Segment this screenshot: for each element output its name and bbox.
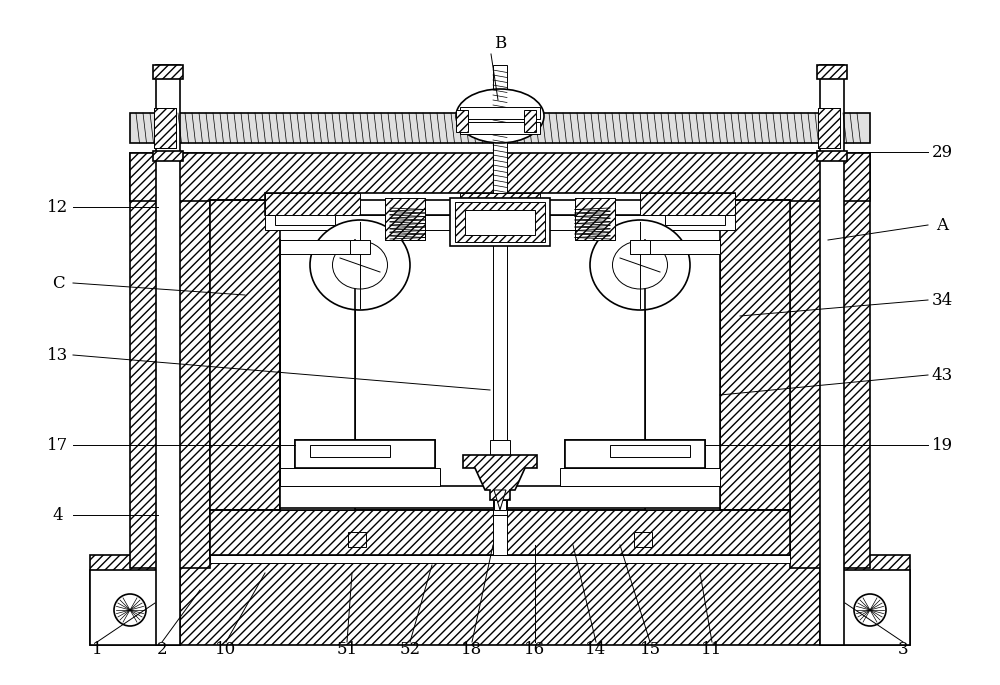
- Bar: [490, 440, 510, 490]
- Text: 34: 34: [931, 292, 953, 308]
- Text: 14: 14: [585, 641, 607, 658]
- Text: 13: 13: [47, 347, 69, 364]
- Bar: [818, 108, 840, 148]
- Text: 16: 16: [524, 641, 546, 658]
- Ellipse shape: [854, 594, 886, 626]
- Bar: [820, 570, 910, 645]
- Ellipse shape: [590, 220, 690, 310]
- Polygon shape: [463, 455, 537, 500]
- Bar: [280, 486, 720, 508]
- Text: B: B: [494, 34, 506, 51]
- Text: 3: 3: [898, 641, 908, 658]
- Bar: [665, 215, 725, 225]
- Bar: [385, 198, 425, 240]
- Bar: [265, 215, 735, 230]
- Bar: [565, 440, 705, 468]
- Text: 12: 12: [47, 199, 69, 216]
- Bar: [275, 215, 335, 225]
- Bar: [818, 108, 840, 148]
- Ellipse shape: [456, 89, 544, 143]
- Text: 2: 2: [157, 641, 167, 658]
- Bar: [494, 500, 506, 510]
- Bar: [280, 468, 440, 486]
- Ellipse shape: [612, 241, 668, 289]
- Bar: [493, 65, 507, 555]
- Bar: [210, 555, 790, 563]
- Ellipse shape: [310, 220, 410, 310]
- Text: C: C: [52, 275, 64, 292]
- Bar: [130, 153, 870, 201]
- Text: 1: 1: [92, 641, 102, 658]
- Bar: [295, 440, 435, 468]
- Text: 43: 43: [931, 366, 953, 384]
- Bar: [645, 240, 720, 254]
- Bar: [575, 198, 615, 240]
- Bar: [385, 198, 425, 240]
- Ellipse shape: [332, 241, 388, 289]
- Bar: [460, 107, 540, 119]
- Text: 15: 15: [639, 641, 661, 658]
- Text: 11: 11: [701, 641, 723, 658]
- Ellipse shape: [114, 594, 146, 626]
- Bar: [565, 440, 705, 468]
- Bar: [310, 445, 390, 457]
- Bar: [210, 510, 790, 558]
- Bar: [348, 532, 366, 547]
- Bar: [634, 532, 652, 547]
- Bar: [630, 240, 650, 254]
- Bar: [265, 193, 735, 215]
- Bar: [153, 65, 183, 79]
- Text: 19: 19: [931, 436, 953, 453]
- Bar: [154, 108, 176, 148]
- Bar: [817, 151, 847, 161]
- Text: 17: 17: [47, 436, 69, 453]
- Text: 51: 51: [336, 641, 358, 658]
- Bar: [295, 440, 435, 468]
- Text: 4: 4: [53, 506, 63, 523]
- Bar: [560, 468, 720, 486]
- Bar: [640, 193, 735, 215]
- Text: 10: 10: [215, 641, 237, 658]
- Bar: [90, 570, 180, 645]
- Bar: [456, 110, 468, 132]
- Bar: [524, 110, 536, 132]
- Bar: [455, 202, 545, 242]
- Bar: [350, 240, 370, 254]
- Bar: [817, 65, 847, 79]
- Bar: [156, 65, 180, 645]
- Text: 52: 52: [399, 641, 421, 658]
- Bar: [460, 122, 540, 134]
- Text: 18: 18: [461, 641, 483, 658]
- Bar: [280, 240, 355, 254]
- Bar: [130, 113, 870, 143]
- Bar: [465, 210, 535, 235]
- Bar: [153, 151, 183, 161]
- Bar: [645, 240, 720, 510]
- Bar: [280, 240, 355, 510]
- Text: 29: 29: [931, 143, 953, 160]
- Text: A: A: [936, 216, 948, 234]
- Bar: [610, 445, 690, 457]
- Bar: [154, 108, 176, 148]
- Bar: [265, 193, 360, 215]
- Bar: [720, 200, 790, 560]
- Polygon shape: [494, 490, 506, 510]
- Bar: [90, 555, 910, 645]
- Bar: [460, 193, 540, 215]
- Bar: [130, 153, 210, 568]
- Bar: [820, 65, 844, 645]
- Bar: [493, 230, 507, 515]
- Bar: [210, 200, 280, 560]
- Bar: [575, 198, 615, 240]
- Bar: [450, 198, 550, 246]
- Bar: [790, 153, 870, 568]
